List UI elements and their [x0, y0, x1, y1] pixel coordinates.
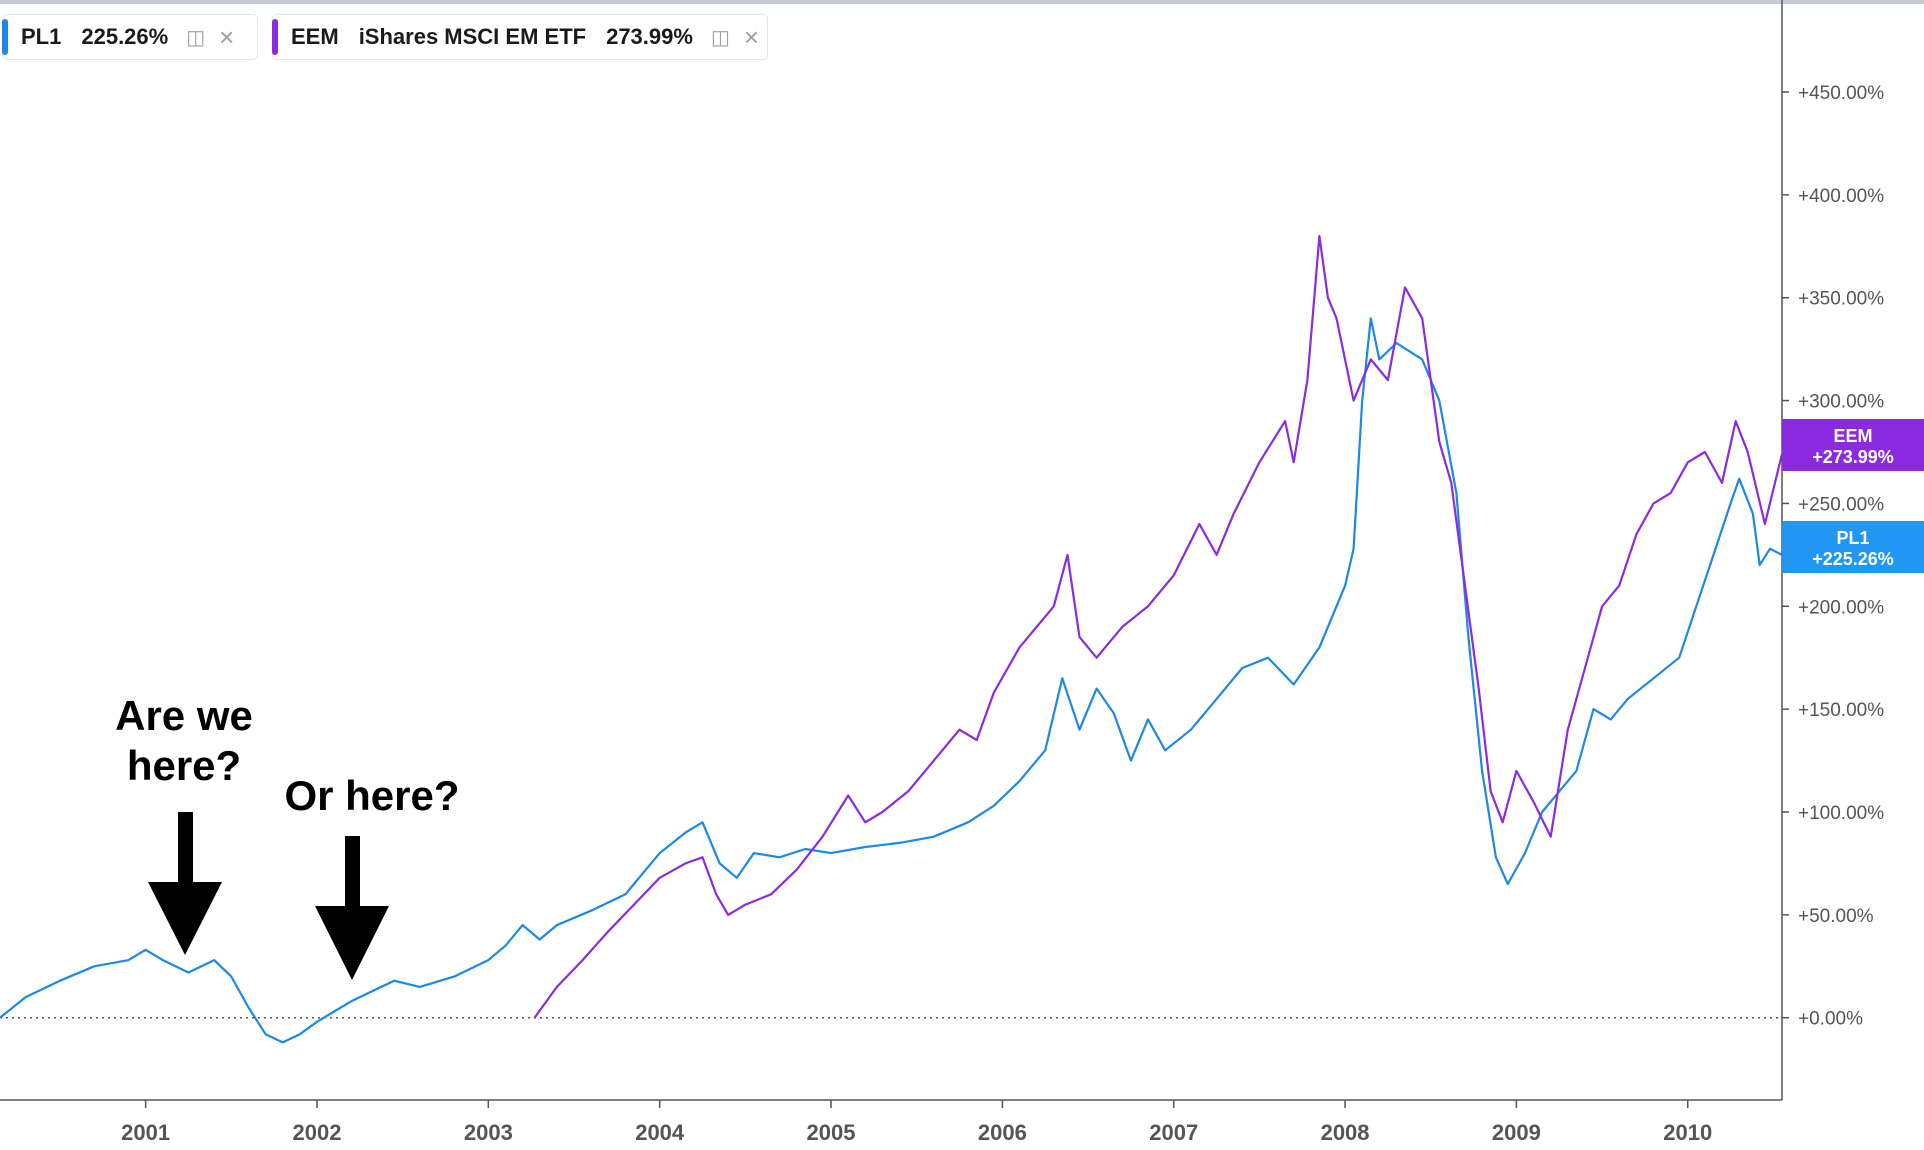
- price-tag-eem-value: +273.99%: [1812, 447, 1894, 467]
- legend-symbol-pl1: PL1: [21, 24, 62, 49]
- y-tick-label: +300.00%: [1798, 392, 1884, 413]
- close-icon[interactable]: ×: [219, 22, 235, 52]
- y-tick-label: +100.00%: [1798, 803, 1884, 824]
- axes: +450.00% +400.00% +350.00% +300.00% +250.00%…: [0, 0, 1884, 1145]
- annotation-arrow-1: [148, 812, 222, 955]
- x-tick-label: 2003: [464, 1120, 513, 1145]
- annotation-text-are-we: Are we: [115, 692, 253, 739]
- y-tick-label: +400.00%: [1798, 186, 1884, 207]
- x-tick-label: 2002: [293, 1120, 342, 1145]
- series-line-eem: [533, 234, 1784, 1019]
- y-tick-label: +350.00%: [1798, 289, 1884, 310]
- x-tick-label: 2008: [1321, 1120, 1370, 1145]
- x-tick-label: 2010: [1663, 1120, 1712, 1145]
- legend-symbol-eem: EEM: [291, 24, 339, 49]
- top-border: [0, 0, 1924, 4]
- y-tick-label: +150.00%: [1798, 700, 1884, 721]
- legend-name-eem: iShares MSCI EM ETF: [358, 24, 587, 49]
- annotation-text-or-here: Or here?: [284, 772, 459, 819]
- y-tick-label: +0.00%: [1798, 1009, 1863, 1030]
- legend-label-eem: EEM iShares MSCI EM ETF 273.99%: [291, 24, 693, 50]
- price-tag-pl1-symbol: PL1: [1836, 528, 1869, 548]
- series-layer: [0, 234, 1784, 1044]
- legend-color-bar-eem: [272, 19, 278, 55]
- legend-chip-eem[interactable]: EEM iShares MSCI EM ETF 273.99% ◫ ×: [272, 14, 768, 60]
- layers-add-icon[interactable]: ◫: [710, 26, 730, 49]
- y-tick-label: +50.00%: [1798, 906, 1874, 927]
- x-tick-label: 2007: [1149, 1120, 1198, 1145]
- legend-label-pl1: PL1 225.26%: [21, 24, 168, 50]
- legend-color-bar-pl1: [2, 19, 8, 55]
- x-tick-label: 2004: [635, 1120, 685, 1145]
- legend-value-pl1: 225.26%: [81, 24, 169, 49]
- x-tick-label: 2009: [1492, 1120, 1541, 1145]
- x-tick-label: 2001: [121, 1120, 170, 1145]
- y-tick-label: +200.00%: [1798, 597, 1884, 618]
- price-tag-pl1-value: +225.26%: [1812, 549, 1894, 569]
- y-tick-label: +250.00%: [1798, 494, 1884, 515]
- x-tick-label: 2005: [807, 1120, 856, 1145]
- annotation-arrow-2: [315, 836, 389, 980]
- y-tick-label: +450.00%: [1798, 83, 1884, 104]
- x-tick-label: 2006: [978, 1120, 1027, 1145]
- series-line-pl1: [0, 317, 1783, 1044]
- annotation-text-here: here?: [127, 742, 241, 789]
- legend-value-eem: 273.99%: [606, 24, 693, 49]
- price-tags: EEM +273.99% PL1 +225.26%: [1782, 419, 1924, 573]
- price-tag-eem-symbol: EEM: [1833, 426, 1872, 446]
- price-tag-eem: EEM +273.99%: [1782, 419, 1924, 471]
- annotation-layer: Are we here? Or here?: [115, 692, 460, 980]
- layers-add-icon[interactable]: ◫: [186, 26, 206, 49]
- legend-chip-pl1[interactable]: PL1 225.26% ◫ ×: [2, 14, 258, 60]
- price-tag-pl1: PL1 +225.26%: [1782, 521, 1924, 573]
- close-icon[interactable]: ×: [743, 22, 760, 52]
